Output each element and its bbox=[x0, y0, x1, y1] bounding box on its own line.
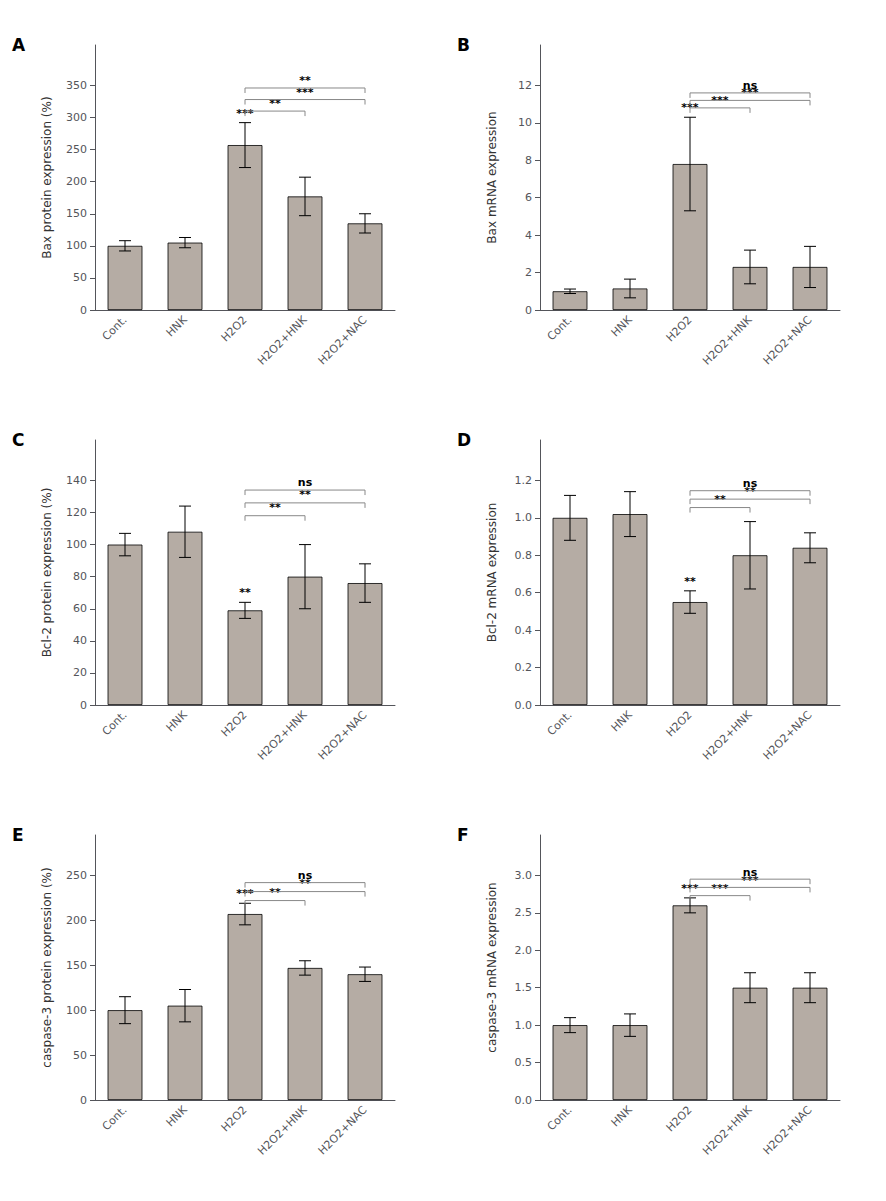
svg-text:Cont.: Cont. bbox=[100, 1103, 130, 1133]
svg-text:ns: ns bbox=[743, 866, 758, 879]
svg-text:100: 100 bbox=[66, 239, 87, 252]
svg-text:20: 20 bbox=[73, 666, 87, 679]
svg-text:H2O2: H2O2 bbox=[219, 708, 250, 739]
svg-text:H2O2+HNK: H2O2+HNK bbox=[700, 708, 755, 763]
svg-text:2.0: 2.0 bbox=[515, 944, 533, 957]
svg-text:**: ** bbox=[714, 493, 726, 506]
svg-text:120: 120 bbox=[66, 506, 87, 519]
svg-text:2.5: 2.5 bbox=[515, 906, 533, 919]
svg-text:HNK: HNK bbox=[609, 708, 635, 734]
svg-text:F: F bbox=[457, 825, 469, 845]
svg-text:0: 0 bbox=[80, 699, 87, 712]
svg-text:caspase-3 protein expression (: caspase-3 protein expression (%) bbox=[40, 867, 54, 1067]
svg-text:0: 0 bbox=[80, 304, 87, 317]
svg-text:Bcl-2 mRNA expression: Bcl-2 mRNA expression bbox=[485, 503, 499, 643]
svg-text:H2O2+NAC: H2O2+NAC bbox=[316, 1103, 370, 1157]
svg-text:B: B bbox=[457, 35, 470, 55]
svg-text:Bax protein expression (%): Bax protein expression (%) bbox=[40, 96, 54, 258]
svg-text:Cont.: Cont. bbox=[545, 313, 575, 343]
svg-text:***: *** bbox=[711, 882, 729, 895]
svg-text:60: 60 bbox=[73, 602, 87, 615]
svg-text:2: 2 bbox=[525, 266, 532, 279]
svg-text:1.0: 1.0 bbox=[515, 1019, 533, 1032]
svg-text:E: E bbox=[12, 825, 24, 845]
svg-text:100: 100 bbox=[66, 1004, 87, 1017]
svg-text:1.0: 1.0 bbox=[515, 511, 533, 524]
svg-text:H2O2+HNK: H2O2+HNK bbox=[700, 313, 755, 368]
svg-text:250: 250 bbox=[66, 143, 87, 156]
svg-text:H2O2: H2O2 bbox=[664, 708, 695, 739]
svg-text:ns: ns bbox=[298, 869, 313, 882]
svg-text:H2O2: H2O2 bbox=[664, 313, 695, 344]
svg-text:12: 12 bbox=[518, 79, 532, 92]
svg-text:4: 4 bbox=[525, 229, 532, 242]
svg-text:200: 200 bbox=[66, 914, 87, 927]
svg-text:Bcl-2 protein expression (%): Bcl-2 protein expression (%) bbox=[40, 488, 54, 658]
svg-text:H2O2+NAC: H2O2+NAC bbox=[316, 313, 370, 367]
svg-text:H2O2+NAC: H2O2+NAC bbox=[761, 708, 815, 762]
svg-text:0.0: 0.0 bbox=[515, 1094, 533, 1107]
svg-text:140: 140 bbox=[66, 474, 87, 487]
svg-text:A: A bbox=[12, 35, 26, 55]
svg-text:0: 0 bbox=[80, 1094, 87, 1107]
svg-text:**: ** bbox=[299, 74, 311, 87]
svg-text:ns: ns bbox=[298, 476, 313, 489]
svg-text:250: 250 bbox=[66, 869, 87, 882]
svg-text:**: ** bbox=[269, 886, 281, 899]
svg-text:6: 6 bbox=[525, 191, 532, 204]
svg-text:Cont.: Cont. bbox=[545, 1103, 575, 1133]
svg-text:1.2: 1.2 bbox=[515, 474, 533, 487]
svg-text:**: ** bbox=[684, 575, 696, 588]
svg-text:40: 40 bbox=[73, 634, 87, 647]
svg-text:H2O2+HNK: H2O2+HNK bbox=[255, 708, 310, 763]
svg-text:0.0: 0.0 bbox=[515, 699, 533, 712]
svg-text:0.6: 0.6 bbox=[515, 586, 533, 599]
svg-text:0.4: 0.4 bbox=[515, 624, 533, 637]
svg-text:0.5: 0.5 bbox=[515, 1056, 533, 1069]
svg-text:300: 300 bbox=[66, 111, 87, 124]
svg-text:0.8: 0.8 bbox=[515, 549, 533, 562]
svg-text:**: ** bbox=[239, 586, 251, 599]
svg-text:HNK: HNK bbox=[164, 708, 190, 734]
svg-text:3.0: 3.0 bbox=[515, 869, 533, 882]
svg-text:H2O2+HNK: H2O2+HNK bbox=[255, 1103, 310, 1158]
svg-text:150: 150 bbox=[66, 959, 87, 972]
svg-text:350: 350 bbox=[66, 79, 87, 92]
svg-text:HNK: HNK bbox=[164, 1103, 190, 1130]
svg-text:caspase-3 mRNA expression: caspase-3 mRNA expression bbox=[485, 882, 499, 1052]
svg-text:C: C bbox=[12, 430, 24, 450]
svg-text:Cont.: Cont. bbox=[100, 708, 130, 738]
svg-text:10: 10 bbox=[518, 116, 532, 129]
svg-text:8: 8 bbox=[525, 154, 532, 167]
svg-text:Cont.: Cont. bbox=[545, 708, 575, 738]
svg-text:H2O2: H2O2 bbox=[219, 1103, 250, 1134]
svg-text:80: 80 bbox=[73, 570, 87, 583]
svg-text:150: 150 bbox=[66, 207, 87, 220]
svg-text:H2O2: H2O2 bbox=[219, 313, 250, 344]
svg-text:H2O2+HNK: H2O2+HNK bbox=[700, 1103, 755, 1158]
svg-text:0.2: 0.2 bbox=[515, 661, 533, 674]
svg-text:H2O2: H2O2 bbox=[664, 1103, 695, 1134]
svg-text:Cont.: Cont. bbox=[100, 313, 130, 343]
svg-text:ns: ns bbox=[743, 477, 758, 490]
svg-text:D: D bbox=[457, 430, 471, 450]
svg-text:ns: ns bbox=[743, 79, 758, 92]
svg-text:H2O2+NAC: H2O2+NAC bbox=[761, 313, 815, 367]
svg-text:Bax mRNA expression: Bax mRNA expression bbox=[485, 111, 499, 243]
svg-text:HNK: HNK bbox=[609, 1103, 635, 1130]
svg-text:1.5: 1.5 bbox=[515, 981, 533, 994]
svg-text:HNK: HNK bbox=[164, 313, 190, 339]
svg-text:0: 0 bbox=[525, 304, 532, 317]
svg-text:100: 100 bbox=[66, 538, 87, 551]
svg-text:50: 50 bbox=[73, 1049, 87, 1062]
svg-text:H2O2+NAC: H2O2+NAC bbox=[761, 1103, 815, 1157]
svg-text:50: 50 bbox=[73, 271, 87, 284]
svg-text:H2O2+HNK: H2O2+HNK bbox=[255, 313, 310, 368]
svg-text:200: 200 bbox=[66, 175, 87, 188]
svg-text:HNK: HNK bbox=[609, 313, 635, 339]
svg-text:H2O2+NAC: H2O2+NAC bbox=[316, 708, 370, 762]
